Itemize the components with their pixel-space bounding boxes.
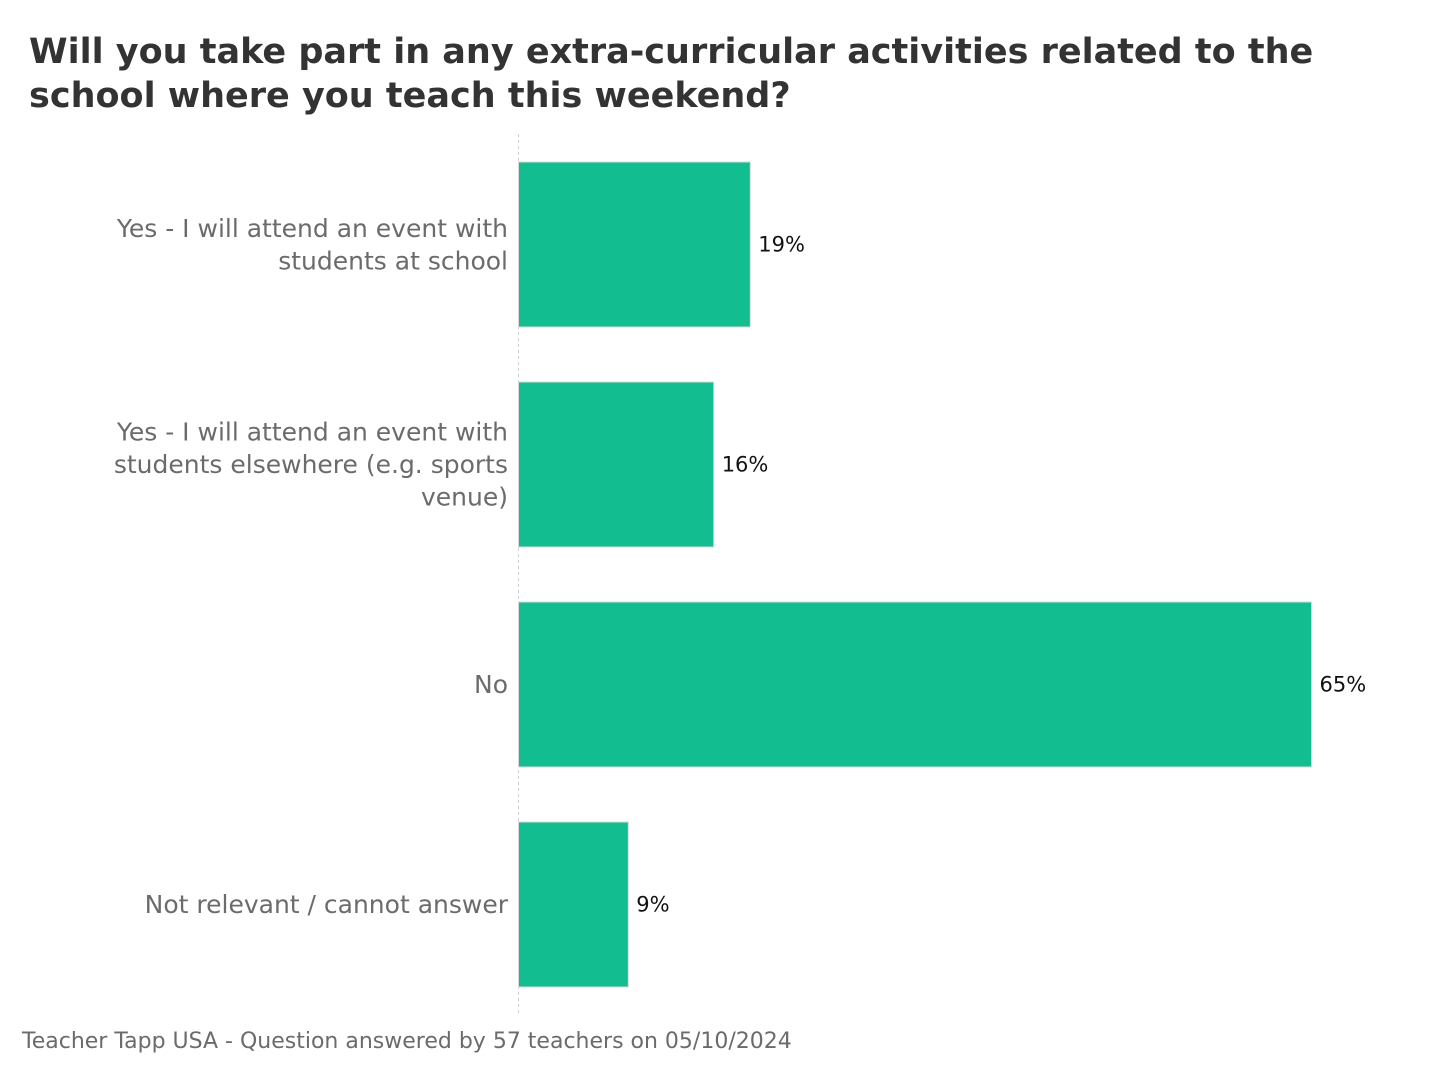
value-labels-group: 19% 16% 65% 9% bbox=[636, 233, 1366, 917]
category-label-1: Yes - I will attend an event with student… bbox=[114, 418, 508, 512]
bar-3 bbox=[518, 821, 629, 988]
category-label-line: Yes - I will attend an event with bbox=[116, 214, 508, 243]
category-label-line: students elsewhere (e.g. sports bbox=[114, 450, 508, 479]
bar-2 bbox=[518, 601, 1312, 768]
category-label-line: Not relevant / cannot answer bbox=[145, 890, 509, 919]
value-label-2: 65% bbox=[1320, 673, 1367, 697]
category-label-3: Not relevant / cannot answer bbox=[145, 890, 509, 919]
category-label-line: No bbox=[474, 670, 508, 699]
category-labels-group: Yes - I will attend an event with student… bbox=[114, 214, 509, 919]
category-label-line: venue) bbox=[421, 483, 508, 512]
value-label-0: 19% bbox=[758, 233, 805, 257]
category-label-0: Yes - I will attend an event with student… bbox=[116, 214, 508, 276]
value-label-1: 16% bbox=[722, 453, 769, 477]
chart-title: Will you take part in any extra-curricul… bbox=[29, 32, 1314, 116]
bars-group bbox=[518, 161, 1312, 988]
bar-1 bbox=[518, 381, 715, 548]
category-label-line: Yes - I will attend an event with bbox=[116, 418, 508, 447]
source-note: Teacher Tapp USA - Question answered by … bbox=[22, 1029, 792, 1054]
value-label-3: 9% bbox=[636, 893, 669, 917]
bar-0 bbox=[518, 161, 751, 328]
category-label-2: No bbox=[474, 670, 508, 699]
category-label-line: students at school bbox=[278, 246, 508, 275]
